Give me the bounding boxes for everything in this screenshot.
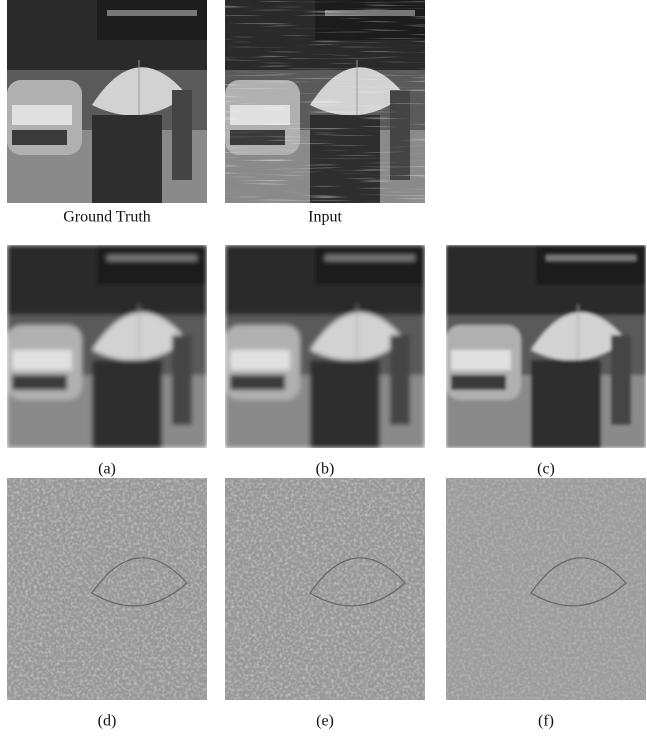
caption: (d) — [98, 713, 117, 730]
image-panel: (d) — [7, 478, 207, 730]
rain-streaks — [225, 0, 425, 203]
image-panel: (f) — [446, 478, 646, 730]
caption: (f) — [538, 713, 554, 730]
photo — [225, 245, 425, 448]
residual-texture — [446, 478, 646, 700]
image-panel: Input — [225, 0, 425, 226]
photo — [7, 245, 207, 448]
caption: Ground Truth — [63, 209, 151, 226]
caption: Input — [308, 209, 342, 226]
image-panel: (a) — [7, 245, 207, 478]
caption: (b) — [316, 461, 335, 478]
image-panel: Ground Truth — [7, 0, 207, 226]
image-panel: (c) — [446, 245, 646, 478]
figure: Ground Truth Input (a) (b) (c) (d) (e) (f) — [0, 0, 647, 739]
photo — [7, 0, 207, 203]
residual-texture — [225, 478, 425, 700]
image-panel: (e) — [225, 478, 425, 730]
photo — [446, 245, 646, 448]
caption: (a) — [98, 461, 116, 478]
caption: (e) — [316, 713, 334, 730]
image-panel: (b) — [225, 245, 425, 478]
residual-texture — [7, 478, 207, 700]
caption: (c) — [537, 461, 555, 478]
